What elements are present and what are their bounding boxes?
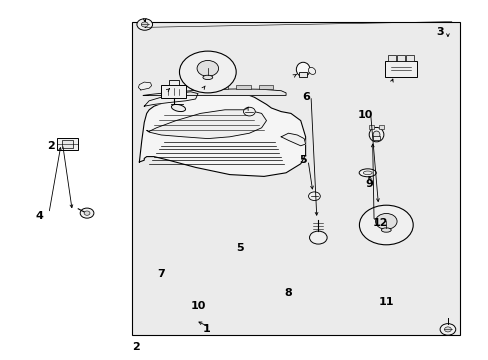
Bar (396, 55, 404, 61)
Bar (57, 138, 78, 150)
Ellipse shape (308, 67, 315, 75)
Text: 5: 5 (299, 155, 306, 165)
Text: 8: 8 (284, 288, 292, 298)
Text: 7: 7 (157, 269, 165, 279)
Circle shape (243, 107, 255, 116)
Bar (168, 80, 179, 85)
Ellipse shape (363, 171, 371, 175)
Bar (258, 85, 273, 89)
Ellipse shape (203, 75, 212, 80)
Text: 1: 1 (203, 324, 210, 334)
Ellipse shape (381, 228, 390, 232)
Ellipse shape (296, 62, 309, 77)
Text: 2: 2 (47, 141, 55, 151)
Circle shape (80, 208, 94, 218)
Circle shape (179, 51, 236, 93)
Bar (368, 125, 373, 129)
Bar (191, 85, 205, 89)
Text: 12: 12 (372, 218, 387, 228)
Polygon shape (144, 92, 198, 106)
Circle shape (444, 327, 450, 332)
Ellipse shape (358, 169, 376, 177)
Text: 9: 9 (365, 179, 373, 189)
Circle shape (375, 213, 396, 229)
Bar (168, 85, 183, 89)
Circle shape (439, 324, 455, 335)
Circle shape (308, 192, 320, 201)
Polygon shape (143, 89, 285, 95)
Bar (236, 85, 250, 89)
Ellipse shape (372, 131, 379, 138)
Bar (61, 140, 73, 148)
Polygon shape (281, 133, 305, 146)
Text: 6: 6 (302, 92, 310, 102)
Text: 10: 10 (357, 110, 373, 120)
Circle shape (141, 22, 148, 27)
Bar (387, 55, 395, 61)
Bar (385, 61, 416, 77)
Text: 3: 3 (435, 27, 443, 37)
Ellipse shape (171, 104, 185, 112)
Bar (378, 125, 383, 129)
Bar (299, 72, 306, 77)
Bar (213, 85, 228, 89)
Polygon shape (139, 90, 305, 176)
Text: 11: 11 (378, 297, 393, 307)
Circle shape (197, 60, 218, 76)
Circle shape (137, 19, 152, 30)
Circle shape (359, 205, 412, 245)
Text: 5: 5 (235, 243, 243, 253)
Circle shape (309, 231, 326, 244)
Text: 10: 10 (190, 301, 205, 311)
Polygon shape (138, 82, 151, 90)
Ellipse shape (368, 127, 383, 142)
Text: 2: 2 (132, 342, 140, 352)
Bar (132, 22, 459, 335)
Bar (161, 85, 185, 98)
Polygon shape (146, 110, 266, 139)
Circle shape (84, 211, 90, 215)
Bar (405, 55, 413, 61)
Text: 4: 4 (35, 211, 43, 221)
Bar (372, 136, 380, 140)
